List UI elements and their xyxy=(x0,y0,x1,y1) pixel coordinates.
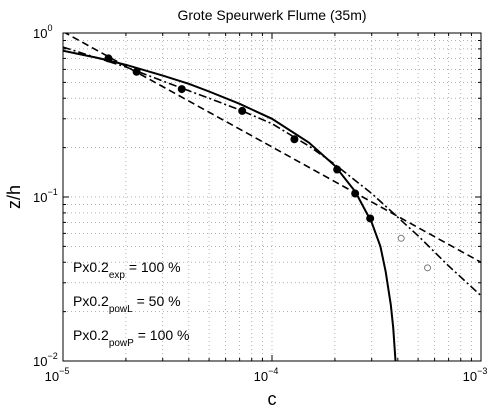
x-tick-label: 10−3 xyxy=(463,366,488,384)
model-curves xyxy=(63,33,481,361)
ticks xyxy=(62,33,481,362)
x-tick-label: 10−5 xyxy=(45,366,70,384)
data-point xyxy=(104,54,113,63)
annotation: Px0.2powL = 50 % xyxy=(73,293,181,315)
annotation: Px0.2exp = 100 % xyxy=(73,259,181,281)
x-axis-label: c xyxy=(268,389,277,409)
data-point xyxy=(366,214,375,223)
y-axis-label: z/h xyxy=(4,185,24,209)
x-tick-label: 10−4 xyxy=(254,366,279,384)
curve-dash-dot xyxy=(63,46,481,297)
data-point xyxy=(351,189,360,198)
curve-dashed xyxy=(63,33,481,264)
y-tick-label: 100 xyxy=(33,23,52,41)
curve-solid xyxy=(63,49,397,361)
y-tick-label: 10−1 xyxy=(33,187,58,205)
data-point xyxy=(177,85,186,94)
data-point-open xyxy=(424,264,432,272)
annotations: Px0.2exp = 100 % Px0.2powL = 50 % Px0.2pow… xyxy=(73,259,189,349)
y-tick-label: 10−2 xyxy=(33,351,58,369)
data-point xyxy=(238,106,247,115)
data-point xyxy=(132,67,141,76)
data-points xyxy=(104,54,432,272)
grid xyxy=(63,33,481,361)
data-point xyxy=(290,135,299,144)
annotation: Px0.2powP = 100 % xyxy=(73,327,189,349)
data-point-open xyxy=(397,234,405,242)
tick-labels: 10−5 10−4 10−3 10−2 10−1 100 xyxy=(33,23,487,384)
chart-title: Grote Speurwerk Flume (35m) xyxy=(177,7,366,23)
data-point xyxy=(333,165,342,174)
